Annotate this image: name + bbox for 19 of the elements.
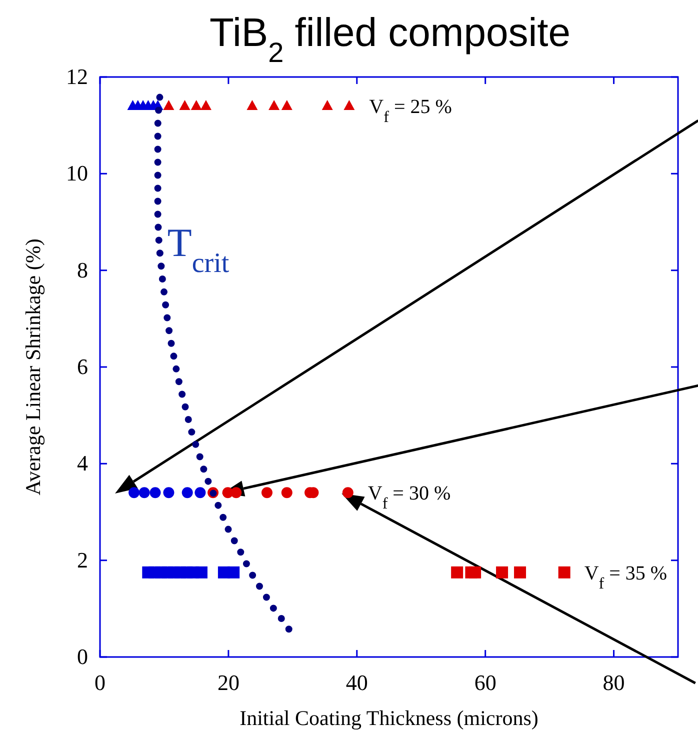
annotation: V$_{f}$ = 25 % — [369, 96, 452, 126]
y-tick-label: 10 — [66, 160, 88, 186]
y-tick-label: 8 — [77, 257, 88, 282]
y-tick-label: 0 — [77, 644, 88, 669]
x-tick-label: 60 — [474, 670, 496, 695]
x-tick-label: 0 — [94, 670, 106, 695]
x-tick-label: 80 — [602, 670, 625, 695]
y-tick-label: 4 — [77, 450, 88, 476]
x-tick-label: 40 — [346, 670, 368, 695]
chart-title: TiB$_{2}$ filled composite — [210, 11, 570, 68]
y-tick-label: 2 — [77, 547, 88, 572]
x-axis-title: Initial Coating Thickness (microns) — [240, 706, 538, 730]
x-tick-label: 20 — [217, 670, 240, 695]
annotation: T$_{crit}$ — [167, 220, 230, 278]
y-tick-label: 6 — [77, 354, 88, 379]
annotation: V$_{f}$ = 30 % — [368, 482, 451, 512]
annotation: V$_{f}$ = 35 % — [584, 562, 668, 592]
y-tick-label: 12 — [66, 64, 88, 89]
y-axis-title: Average Linear Shrinkage (%) — [21, 238, 45, 496]
